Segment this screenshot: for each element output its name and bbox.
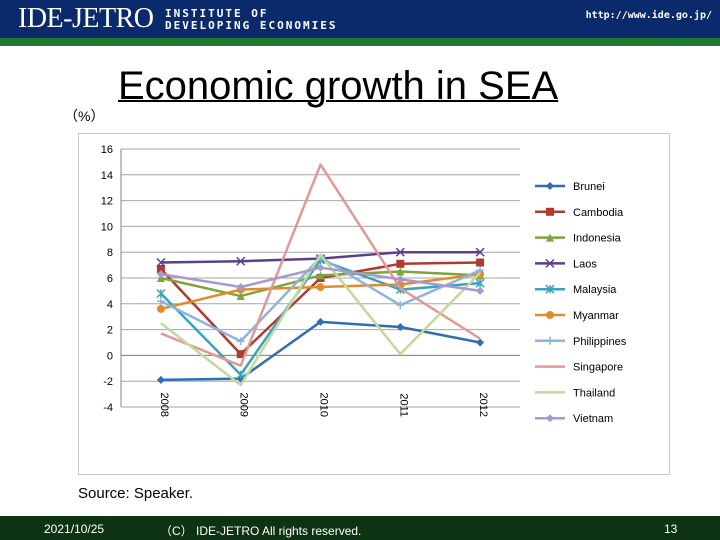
data-point [476,286,485,295]
y-tick-label: 4 [107,299,113,311]
page-number: 13 [664,522,678,536]
data-point [316,263,325,272]
y-tick-label: 12 [101,196,113,208]
legend-label: Indonesia [573,233,622,245]
y-tick-label: 10 [101,221,113,233]
data-point [396,323,405,332]
y-tick-label: 6 [107,273,113,285]
data-point [236,370,246,380]
data-point [546,311,554,319]
x-tick-label: 2011 [397,393,409,417]
data-point [396,275,405,284]
series-line-thailand [160,253,481,387]
data-point [156,264,165,273]
data-point [475,247,485,257]
series-line-singapore [160,163,481,367]
y-tick-label: -4 [103,402,113,414]
institute-line-2: DEVELOPING ECONOMIES [165,19,338,32]
data-point [396,267,405,276]
y-tick-label: 0 [107,350,113,362]
institute-line-1: INSTITUTE OF [165,7,269,20]
data-point [156,257,166,268]
data-point [546,182,554,190]
slide-title: Economic growth in SEA [118,64,559,108]
y-tick-label: 14 [101,170,113,182]
data-point [236,283,245,292]
y-tick-label: 16 [101,144,113,156]
data-point [396,259,405,268]
data-point [395,247,405,257]
data-point [236,337,245,346]
data-point [236,292,245,301]
x-tick-label: 2012 [477,393,489,417]
legend-label: Myanmar [573,310,619,322]
data-point [545,284,555,294]
data-point [156,304,165,313]
data-point [316,271,325,280]
legend-label: Philippines [573,336,627,348]
data-point [156,297,165,306]
legend-label: Brunei [573,181,605,193]
header-bar: IDE-JETRO INSTITUTE OF DEVELOPING ECONOM… [0,0,720,38]
data-point [316,283,325,292]
source-note: Source: Speaker. [78,485,194,502]
x-tick-label: 2009 [238,393,250,417]
data-point [396,301,405,310]
data-point [316,317,325,326]
data-point [156,270,165,279]
chart-container: -4 -2 0 2 4 6 8 10 12 14 16 2008 2009 2010 2011 2012 Bru… [78,133,670,475]
data-point [546,336,554,345]
footer-date: 2021/10/25 [44,522,105,536]
legend-label: Thailand [573,387,615,399]
data-point [475,278,485,288]
data-point [236,256,246,266]
y-tick-label: 8 [107,247,113,259]
header-green-band [0,38,720,46]
data-point [545,258,555,268]
series-line-brunei [160,320,481,382]
legend-label: Laos [573,258,597,270]
footer-copyright: （C） IDE-JETRO All rights reserved. [160,524,362,538]
header-url: http://www.ide.go.jp/ [585,10,712,21]
data-point [236,350,245,359]
x-tick-label: 2008 [158,393,170,417]
data-point [546,233,554,242]
footer-bar: 2021/10/25 （C） IDE-JETRO All rights rese… [0,516,720,540]
legend-label: Vietnam [573,413,613,425]
y-tick-label: 2 [107,325,113,337]
x-tick-label: 2010 [318,393,330,417]
legend-label: Cambodia [573,207,624,219]
data-point [476,338,485,347]
unit-label: （%） [64,108,105,124]
data-point [156,288,166,299]
legend-label: Malaysia [573,284,617,296]
data-point [546,207,554,216]
data-point [546,414,554,423]
data-point [476,258,485,267]
ide-jetro-logo: IDE-JETRO [18,3,154,34]
institute-name: INSTITUTE OF DEVELOPING ECONOMIES [165,8,337,32]
data-point [156,375,165,384]
legend-label: Singapore [573,362,623,374]
line-chart: -4 -2 0 2 4 6 8 10 12 14 16 2008 2009 2010 2011 2012 Bru… [101,144,627,425]
y-tick-label: -2 [103,376,113,388]
